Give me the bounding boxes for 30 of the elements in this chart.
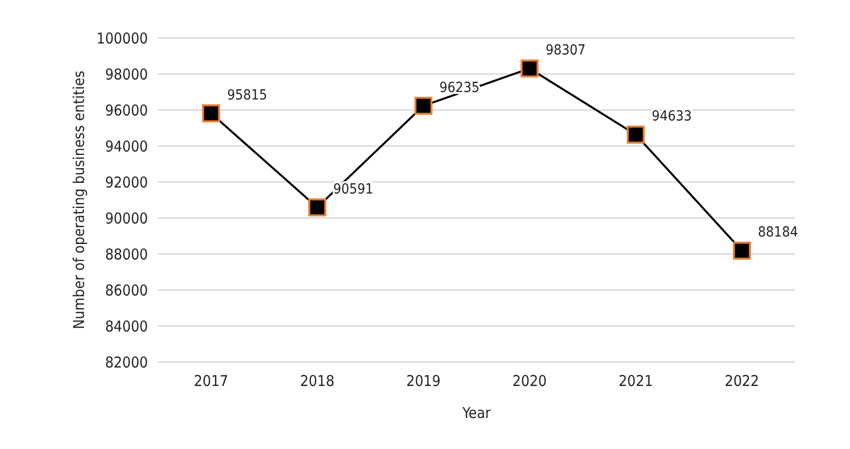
data-label: 98307 — [546, 42, 586, 58]
x-tick-label: 2022 — [724, 372, 760, 390]
x-tick-label: 2021 — [618, 372, 653, 390]
y-tick-label: 86000 — [105, 281, 148, 300]
point — [626, 126, 645, 144]
x-tick-label: 2017 — [194, 372, 228, 390]
y-tick-label: 84000 — [105, 317, 148, 336]
y-tick-label: 94000 — [105, 137, 148, 156]
y-tick-label: 100000 — [96, 29, 148, 48]
point — [202, 104, 220, 122]
y-tick-label: 82000 — [105, 353, 148, 372]
y-axis-title: Number of operating business entities — [70, 70, 88, 330]
data-label: 95815 — [227, 87, 268, 104]
data-label: 96235 — [439, 80, 480, 96]
y-tick-label: 88000 — [105, 245, 148, 264]
x-tick-label: 2018 — [300, 372, 334, 390]
data-label: 90591 — [333, 181, 374, 198]
y-tick-label: 92000 — [105, 173, 148, 192]
y-tick-label: 90000 — [105, 209, 148, 228]
data-label: 94633 — [652, 108, 692, 125]
x-tick-label: 2019 — [406, 372, 441, 390]
point — [520, 59, 539, 78]
point — [414, 96, 432, 115]
point — [732, 242, 751, 260]
data-label: 88184 — [758, 224, 798, 241]
x-axis-title: Year — [461, 404, 492, 422]
x-tick-label: 2020 — [512, 372, 547, 390]
point — [308, 198, 326, 216]
y-tick-label: 98000 — [105, 65, 148, 84]
y-tick-label: 96000 — [105, 101, 148, 120]
